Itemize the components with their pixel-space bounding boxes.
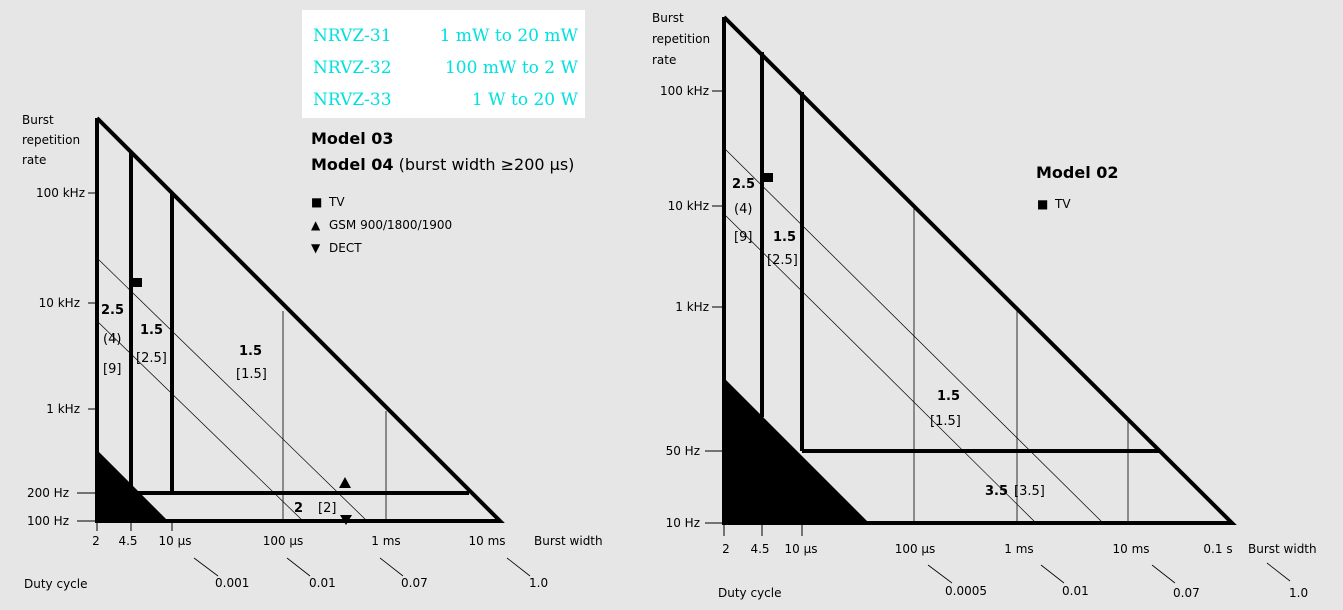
right-x-tick-2: 2 bbox=[722, 542, 730, 556]
sensor-2-range: 100 mW to 2 W bbox=[445, 58, 579, 78]
region-d-bracket: [2] bbox=[318, 501, 336, 516]
duty-cycle-label: Duty cycle bbox=[24, 577, 87, 591]
right-x-tick-1ms: 1 ms bbox=[1004, 542, 1033, 556]
right-x-tick-10us: 10 µs bbox=[785, 542, 818, 556]
sensor-3-model: NRVZ-33 bbox=[313, 90, 392, 110]
right-x-tick-0-1s: 0.1 s bbox=[1203, 542, 1232, 556]
right-region-c-bold: 1.5 bbox=[937, 389, 960, 404]
right-y-tick-100khz: 100 kHz bbox=[660, 84, 709, 98]
right-region-b-bold: 1.5 bbox=[773, 230, 796, 245]
right-x-tick-100us: 100 µs bbox=[895, 542, 936, 556]
right-x-tick-4-5: 4.5 bbox=[750, 542, 769, 556]
region-b-bold: 1.5 bbox=[140, 323, 163, 338]
right-legend-tv-label: TV bbox=[1054, 197, 1071, 211]
legend-tv-label: TV bbox=[328, 195, 345, 209]
dect-marker bbox=[340, 515, 352, 525]
y-tick-100hz: 100 Hz bbox=[27, 514, 69, 528]
region-c-bold: 1.5 bbox=[239, 344, 262, 359]
sensor-1-range: 1 mW to 20 mW bbox=[440, 26, 579, 46]
y-tick-100khz: 100 kHz bbox=[36, 186, 85, 200]
region-d-bold: 2 bbox=[294, 501, 303, 516]
duty-value-0-07: 0.07 bbox=[401, 576, 428, 590]
y-tick-10khz: 10 kHz bbox=[39, 296, 80, 310]
right-region-a-paren: (4) bbox=[734, 202, 752, 217]
right-region-a-bracket: [9] bbox=[734, 230, 752, 245]
region-a-bracket: [9] bbox=[103, 362, 121, 377]
duty-value-1-0: 1.0 bbox=[529, 576, 548, 590]
y-label-line-2: repetition bbox=[22, 133, 80, 147]
region-c-bracket: [1.5] bbox=[236, 367, 267, 382]
right-duty-value-0-07: 0.07 bbox=[1173, 586, 1200, 600]
x-tick-10ms: 10 ms bbox=[468, 534, 505, 548]
sensor-1-model: NRVZ-31 bbox=[313, 26, 392, 46]
right-legend-tv-symbol: ■ bbox=[1037, 197, 1048, 211]
gsm-marker bbox=[339, 477, 351, 488]
x-tick-100us: 100 µs bbox=[263, 534, 304, 548]
right-region-d-bold: 3.5 bbox=[985, 484, 1008, 499]
right-region-a-bold: 2.5 bbox=[732, 177, 755, 192]
y-label-line-3: rate bbox=[22, 153, 46, 167]
right-y-label-line-3: rate bbox=[652, 53, 676, 67]
x-tick-2: 2 bbox=[92, 534, 100, 548]
region-a-bold: 2.5 bbox=[101, 303, 124, 318]
y-tick-200hz: 200 Hz bbox=[27, 486, 69, 500]
right-y-tick-50hz: 50 Hz bbox=[666, 444, 700, 458]
duty-value-0-01: 0.01 bbox=[309, 576, 336, 590]
region-a-paren: (4) bbox=[103, 332, 121, 347]
right-region-d-bracket: [3.5] bbox=[1014, 484, 1045, 499]
region-b-bracket: [2.5] bbox=[136, 351, 167, 366]
model-04-title-line: Model 04 (burst width ≥200 µs) bbox=[311, 155, 574, 174]
x-tick-1ms: 1 ms bbox=[371, 534, 400, 548]
model-04-note: (burst width ≥200 µs) bbox=[394, 155, 575, 174]
right-x-axis-label: Burst width bbox=[1248, 542, 1317, 556]
legend-dect-label: DECT bbox=[329, 241, 362, 255]
right-diagram: Burst repetition rate Model 02 ■ TV 100 … bbox=[652, 11, 1317, 600]
x-tick-4-5: 4.5 bbox=[118, 534, 137, 548]
right-duty-cycle-label: Duty cycle bbox=[718, 586, 781, 600]
right-y-tick-10khz: 10 kHz bbox=[668, 199, 709, 213]
right-y-tick-10hz: 10 Hz bbox=[666, 516, 700, 530]
x-tick-10us: 10 µs bbox=[159, 534, 192, 548]
right-y-tick-1khz: 1 kHz bbox=[675, 300, 709, 314]
right-y-label-line-2: repetition bbox=[652, 32, 710, 46]
model-02-title: Model 02 bbox=[1036, 163, 1119, 182]
right-duty-value-0-0005: 0.0005 bbox=[945, 584, 987, 598]
duty-value-0-001: 0.001 bbox=[215, 576, 249, 590]
legend-gsm-symbol: ▲ bbox=[311, 218, 321, 232]
right-y-label-line-1: Burst bbox=[652, 11, 684, 25]
right-region-b-bracket: [2.5] bbox=[767, 253, 798, 268]
right-duty-value-1-0: 1.0 bbox=[1289, 586, 1308, 600]
right-duty-value-0-01: 0.01 bbox=[1062, 584, 1089, 598]
right-tv-marker bbox=[764, 173, 773, 182]
right-x-tick-10ms: 10 ms bbox=[1112, 542, 1149, 556]
model-04-title: Model 04 bbox=[311, 155, 394, 174]
right-region-c-bracket: [1.5] bbox=[930, 414, 961, 429]
y-label-line-1: Burst bbox=[22, 113, 54, 127]
sensor-box bbox=[302, 10, 585, 118]
x-axis-label: Burst width bbox=[534, 534, 603, 548]
y-tick-1khz: 1 kHz bbox=[46, 402, 80, 416]
sensor-2-model: NRVZ-32 bbox=[313, 58, 392, 78]
model-03-title: Model 03 bbox=[311, 129, 394, 148]
legend-tv-symbol: ■ bbox=[311, 195, 322, 209]
legend-dect-symbol: ▼ bbox=[311, 241, 321, 255]
left-diagram: NRVZ-31 1 mW to 20 mW NRVZ-32 100 mW to … bbox=[22, 10, 603, 591]
sensor-3-range: 1 W to 20 W bbox=[472, 90, 579, 110]
legend-gsm-label: GSM 900/1800/1900 bbox=[329, 218, 452, 232]
tv-marker bbox=[133, 278, 142, 287]
